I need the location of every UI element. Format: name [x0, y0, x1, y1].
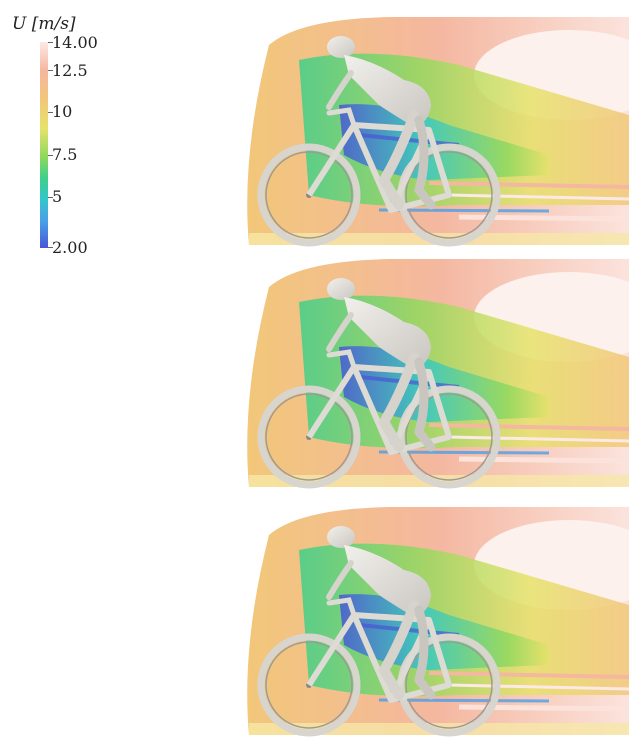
legend-title: U [m/s]: [12, 14, 76, 34]
panel-bottom: [0, 490, 629, 737]
colorbar: [40, 42, 48, 248]
legend-tick: [48, 70, 53, 71]
legend-tick: [48, 247, 53, 248]
legend-min-label: 2.00: [52, 238, 88, 257]
legend-tick: [48, 155, 53, 156]
legend-max-label: 14.00: [52, 33, 98, 52]
legend-label-5: 5: [52, 187, 63, 206]
legend-tick: [48, 112, 53, 113]
legend-label-12-5: 12.5: [52, 61, 88, 80]
flow-field-middle: [247, 259, 629, 487]
flow-field-bottom: [247, 507, 629, 735]
legend-label-7-5: 7.5: [52, 145, 78, 164]
panel-middle: [0, 245, 629, 490]
color-legend: U [m/s] 14.00 12.5 10 7.5 5 2.00: [0, 0, 110, 260]
panel-top: [0, 0, 629, 250]
legend-label-10: 10: [52, 102, 73, 121]
legend-tick: [48, 197, 53, 198]
flow-field-top: [247, 17, 629, 245]
legend-tick: [48, 42, 53, 43]
